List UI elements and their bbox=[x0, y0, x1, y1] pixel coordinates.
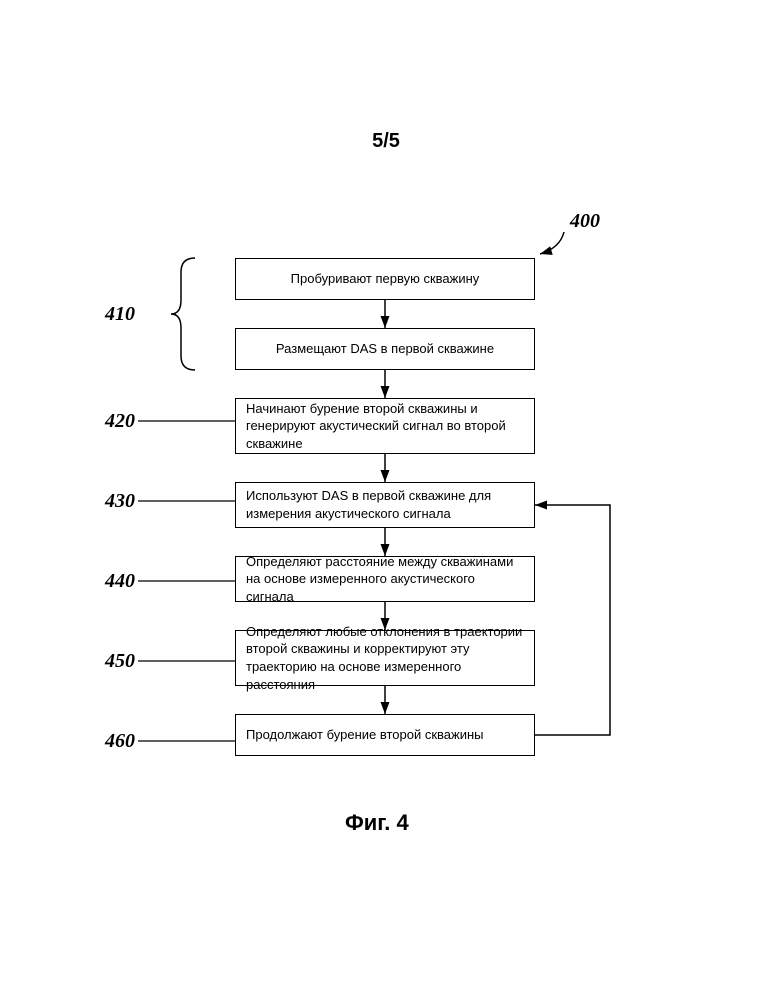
step-text: Определяют любые отклонения в траектории… bbox=[246, 623, 524, 693]
step-start-second-well: Начинают бурение второй скважины и генер… bbox=[235, 398, 535, 454]
step-determine-distance: Определяют расстояние между скважинами н… bbox=[235, 556, 535, 602]
ref-450: 450 bbox=[85, 650, 135, 673]
page: 5/5 400 410 420 430 440 450 460 Пробурив… bbox=[0, 0, 772, 999]
step-text: Размещают DAS в первой скважине bbox=[276, 340, 494, 358]
step-text: Определяют расстояние между скважинами н… bbox=[246, 553, 524, 606]
figure-caption: Фиг. 4 bbox=[345, 810, 409, 836]
step-correct-trajectory: Определяют любые отклонения в траектории… bbox=[235, 630, 535, 686]
ref-420: 420 bbox=[85, 410, 135, 433]
page-number: 5/5 bbox=[0, 130, 772, 153]
step-use-das-measure: Используют DAS в первой скважине для изм… bbox=[235, 482, 535, 528]
step-text: Пробуривают первую скважину bbox=[291, 270, 480, 288]
ref-410: 410 bbox=[85, 303, 135, 326]
step-text: Используют DAS в первой скважине для изм… bbox=[246, 487, 524, 522]
ref-430: 430 bbox=[85, 490, 135, 513]
ref-460: 460 bbox=[85, 730, 135, 753]
ref-440: 440 bbox=[85, 570, 135, 593]
step-place-das: Размещают DAS в первой скважине bbox=[235, 328, 535, 370]
step-text: Продолжают бурение второй скважины bbox=[246, 726, 484, 744]
ref-400: 400 bbox=[570, 210, 600, 233]
step-drill-first-well: Пробуривают первую скважину bbox=[235, 258, 535, 300]
step-continue-drilling: Продолжают бурение второй скважины bbox=[235, 714, 535, 756]
step-text: Начинают бурение второй скважины и генер… bbox=[246, 400, 524, 453]
